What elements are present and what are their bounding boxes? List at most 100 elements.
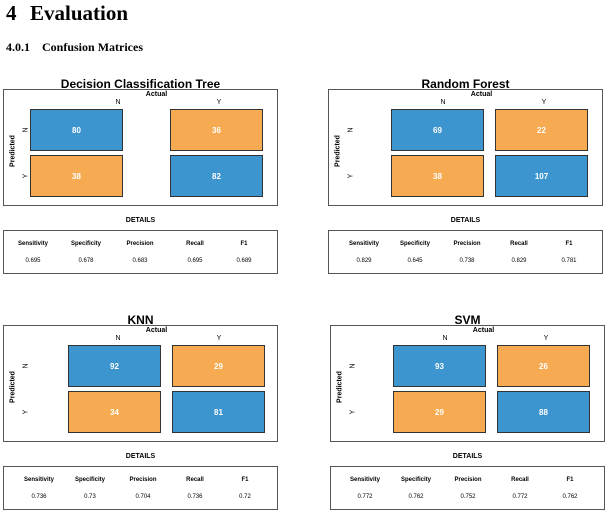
panel-title: KNN — [127, 313, 154, 327]
metric-label: Sensitivity — [23, 477, 54, 483]
metric-label: Precision — [454, 477, 482, 483]
metric-label: F1 — [565, 241, 573, 247]
details-title: DETAILS — [125, 453, 156, 460]
metric-label: Specificity — [399, 241, 430, 247]
metric-value: 0.704 — [135, 494, 151, 500]
row-label-y: Y — [22, 409, 30, 415]
cell-nn: 92 — [68, 345, 161, 387]
metric-label: Recall — [186, 241, 204, 247]
col-label-y: Y — [543, 335, 549, 342]
metric-label: F1 — [566, 477, 574, 483]
metric-value: 0.683 — [132, 258, 148, 264]
cell-ny: 22 — [495, 109, 588, 151]
confusion-matrix: Actual N Y Predicted N Y 93 26 29 88 — [330, 325, 605, 442]
metric-label: Specificity — [74, 477, 105, 483]
metric-value: 0.762 — [562, 494, 578, 500]
col-label-y: Y — [541, 99, 547, 106]
metric-label: Precision — [129, 477, 157, 483]
metric-label: F1 — [240, 241, 248, 247]
cell-yy: 107 — [495, 155, 588, 197]
subsection-heading: 4.0.1 Confusion Matrices — [6, 40, 143, 55]
section-heading: 4 Evaluation — [6, 1, 128, 26]
metric-label: Sensitivity — [349, 477, 380, 483]
col-label-n: N — [442, 335, 448, 342]
metric-value: 0.736 — [31, 494, 47, 500]
panel-title: Random Forest — [421, 77, 510, 91]
col-label-n: N — [115, 335, 121, 342]
actual-axis-label: Actual — [145, 91, 168, 98]
metric-label: Recall — [510, 241, 528, 247]
metric-value: 0.73 — [84, 494, 96, 500]
cell-yn: 29 — [393, 391, 486, 433]
col-label-y: Y — [216, 335, 222, 342]
details-title: DETAILS — [452, 453, 483, 460]
actual-axis-label: Actual — [145, 327, 168, 334]
metric-value: 0.829 — [356, 258, 372, 264]
row-label-y: Y — [347, 173, 355, 179]
metric-value: 0.695 — [187, 258, 203, 264]
metric-label: Specificity — [400, 477, 431, 483]
confusion-matrix: Actual N Y Predicted N Y 69 22 38 107 — [328, 89, 603, 206]
cell-yn: 38 — [30, 155, 123, 197]
metric-value: 0.781 — [561, 258, 577, 264]
details-table: Sensitivity 0.772 Specificity 0.762 Precis… — [330, 466, 605, 510]
predicted-axis-label: Predicted — [9, 135, 17, 167]
cell-yn: 38 — [391, 155, 484, 197]
row-label-n: N — [22, 127, 30, 133]
metric-value: 0.772 — [512, 494, 528, 500]
metric-label: Precision — [126, 241, 154, 247]
cell-ny: 29 — [172, 345, 265, 387]
row-label-n: N — [347, 127, 355, 133]
actual-axis-label: Actual — [472, 327, 495, 334]
metric-value: 0.829 — [511, 258, 527, 264]
details-table: Sensitivity 0.695 Specificity 0.678 Precis… — [3, 230, 278, 274]
confusion-matrix: Actual N Y Predicted N Y 80 36 38 82 — [3, 89, 278, 206]
row-label-y: Y — [349, 409, 357, 415]
confusion-matrix: Actual N Y Predicted N Y 92 29 34 81 — [3, 325, 278, 442]
cell-yy: 88 — [497, 391, 590, 433]
cell-yn: 34 — [68, 391, 161, 433]
metric-label: F1 — [241, 477, 249, 483]
cell-yy: 82 — [170, 155, 263, 197]
panel-title: Decision Classification Tree — [60, 77, 221, 91]
cell-nn: 69 — [391, 109, 484, 151]
actual-axis-label: Actual — [470, 91, 493, 98]
details-table: Sensitivity 0.736 Specificity 0.73 Precisi… — [3, 466, 278, 510]
row-label-n: N — [22, 363, 30, 369]
details-title: DETAILS — [450, 217, 481, 224]
predicted-axis-label: Predicted — [9, 371, 17, 403]
predicted-axis-label: Predicted — [334, 135, 342, 167]
metric-value: 0.738 — [459, 258, 475, 264]
section-title: Evaluation — [30, 1, 129, 25]
metric-label: Recall — [186, 477, 204, 483]
predicted-axis-label: Predicted — [336, 371, 344, 403]
details-table: Sensitivity 0.829 Specificity 0.645 Precis… — [328, 230, 603, 274]
metric-value: 0.736 — [187, 494, 203, 500]
metric-value: 0.752 — [460, 494, 476, 500]
cell-yy: 81 — [172, 391, 265, 433]
metric-label: Sensitivity — [348, 241, 379, 247]
metric-label: Precision — [453, 241, 481, 247]
metric-label: Specificity — [70, 241, 101, 247]
metric-value: 0.689 — [236, 258, 252, 264]
metric-value: 0.762 — [408, 494, 424, 500]
metric-value: 0.72 — [239, 494, 251, 500]
metric-value: 0.695 — [25, 258, 41, 264]
cell-ny: 26 — [497, 345, 590, 387]
details-title: DETAILS — [125, 217, 156, 224]
subsection-title: Confusion Matrices — [42, 40, 143, 54]
metric-value: 0.772 — [357, 494, 373, 500]
cell-nn: 80 — [30, 109, 123, 151]
cell-nn: 93 — [393, 345, 486, 387]
col-label-n: N — [440, 99, 446, 106]
panel-title: SVM — [454, 313, 481, 327]
col-label-y: Y — [216, 99, 222, 106]
section-number: 4 — [6, 1, 17, 25]
row-label-y: Y — [22, 173, 30, 179]
metric-value: 0.678 — [78, 258, 94, 264]
metric-value: 0.645 — [407, 258, 423, 264]
cell-ny: 36 — [170, 109, 263, 151]
metric-label: Recall — [511, 477, 529, 483]
col-label-n: N — [115, 99, 121, 106]
row-label-n: N — [349, 363, 357, 369]
